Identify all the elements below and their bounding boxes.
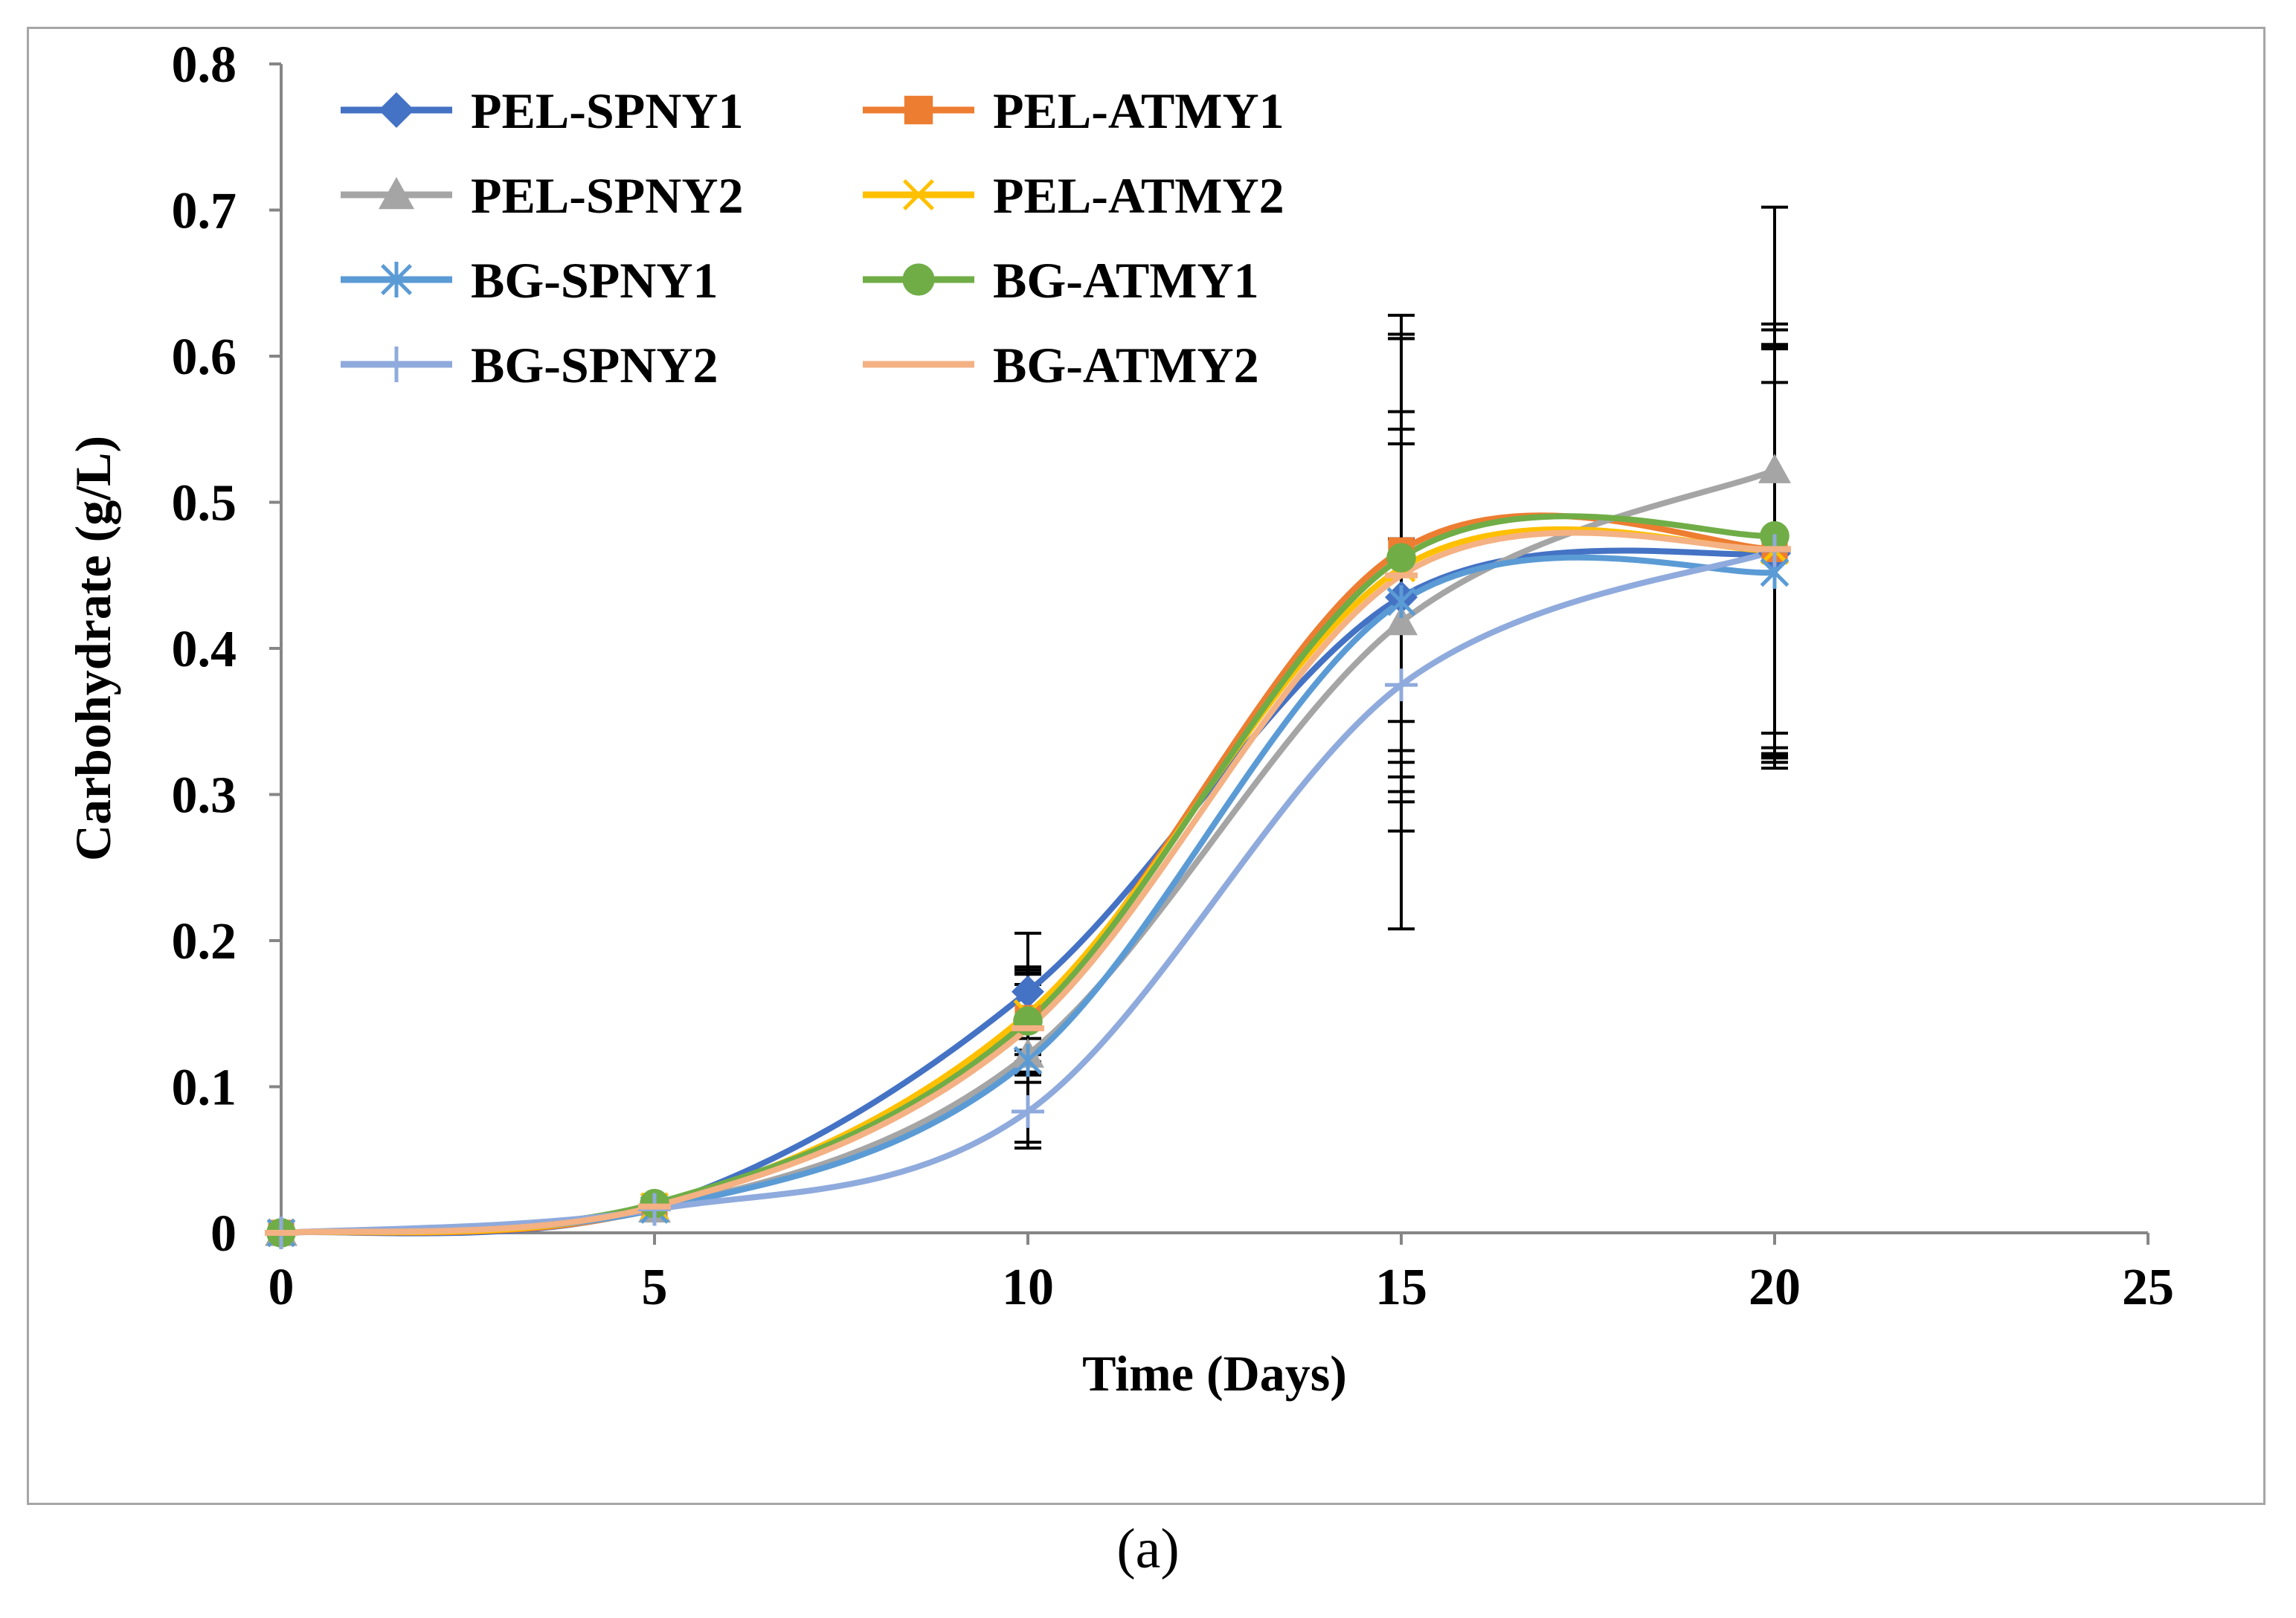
- data-point-marker: [1013, 1006, 1043, 1036]
- y-tick-label: 0.8: [172, 36, 237, 94]
- legend-item: PEL-SPNY1: [341, 83, 743, 139]
- data-point-marker: [903, 179, 934, 210]
- y-tick-label: 0.1: [172, 1060, 237, 1117]
- legend-label: PEL-SPNY2: [471, 167, 743, 224]
- data-point-marker: [1758, 454, 1791, 483]
- legend-item: PEL-ATMY2: [863, 167, 1284, 224]
- data-point-marker: [1012, 975, 1044, 1008]
- legend: PEL-SPNY1 PEL-ATMY1 PEL-SPNY2 PEL-ATMY2 BG-S…: [341, 83, 1284, 393]
- data-point-marker: [381, 262, 412, 297]
- y-tick-label: 0.4: [172, 621, 237, 678]
- figure-caption: (a): [1116, 1518, 1180, 1580]
- legend-item: BG-ATMY1: [863, 252, 1259, 309]
- legend-label: BG-ATMY2: [993, 337, 1259, 393]
- data-point-marker: [379, 92, 414, 128]
- y-axis-title: Carbohydrate (g/L): [65, 436, 121, 861]
- x-tick-label: 10: [1002, 1259, 1054, 1316]
- y-tick-label: 0.6: [172, 329, 237, 386]
- legend-item: BG-SPNY1: [341, 252, 718, 309]
- data-point-marker: [1012, 1095, 1044, 1128]
- data-point-marker: [1386, 585, 1416, 619]
- data-point-marker: [1385, 605, 1418, 636]
- data-point-marker: [902, 263, 935, 296]
- series-markers: [265, 454, 1791, 1249]
- y-tick-label: 0: [210, 1205, 237, 1263]
- data-point-marker: [904, 95, 933, 125]
- y-tick-label: 0.7: [172, 183, 237, 240]
- x-tick-label: 25: [2122, 1259, 2174, 1316]
- legend-label: BG-ATMY1: [993, 252, 1259, 309]
- marker-stroke: [903, 179, 934, 210]
- legend-item: BG-SPNY2: [341, 337, 718, 393]
- data-point-marker: [379, 177, 414, 210]
- x-tick-label: 0: [268, 1259, 295, 1316]
- x-axis-title: Time (Days): [1082, 1345, 1347, 1402]
- legend-item: BG-ATMY2: [863, 337, 1259, 393]
- x-tick-label: 15: [1375, 1259, 1427, 1316]
- legend-item: PEL-ATMY1: [863, 83, 1284, 139]
- series-line-bg-atmy2: [278, 529, 1778, 1236]
- chart-frame: [27, 27, 2266, 1505]
- y-tick-label: 0.2: [172, 913, 237, 970]
- legend-label: BG-SPNY2: [471, 337, 718, 393]
- legend-label: PEL-ATMY1: [993, 83, 1284, 139]
- x-tick-label: 5: [642, 1259, 668, 1316]
- data-point-marker: [1385, 668, 1418, 702]
- data-point-marker: [379, 347, 414, 382]
- axes: 0 0.1 0.2 0.3 0.4 0.5 0.6 0.7 0.8 0 5 10 15 20 25: [172, 36, 2175, 1316]
- x-tick-label: 20: [1749, 1259, 1801, 1316]
- data-point-marker: [1386, 543, 1416, 573]
- legend-item: PEL-SPNY2: [341, 167, 743, 224]
- data-point-marker: [1013, 1044, 1043, 1077]
- y-tick-label: 0.5: [172, 475, 237, 532]
- series-line-bg-spny2: [278, 547, 1778, 1236]
- legend-label: PEL-ATMY2: [993, 167, 1284, 224]
- series-lines: [278, 467, 1778, 1237]
- legend-label: PEL-SPNY1: [471, 83, 743, 139]
- y-tick-label: 0.3: [172, 767, 237, 825]
- legend-label: BG-SPNY1: [471, 252, 718, 309]
